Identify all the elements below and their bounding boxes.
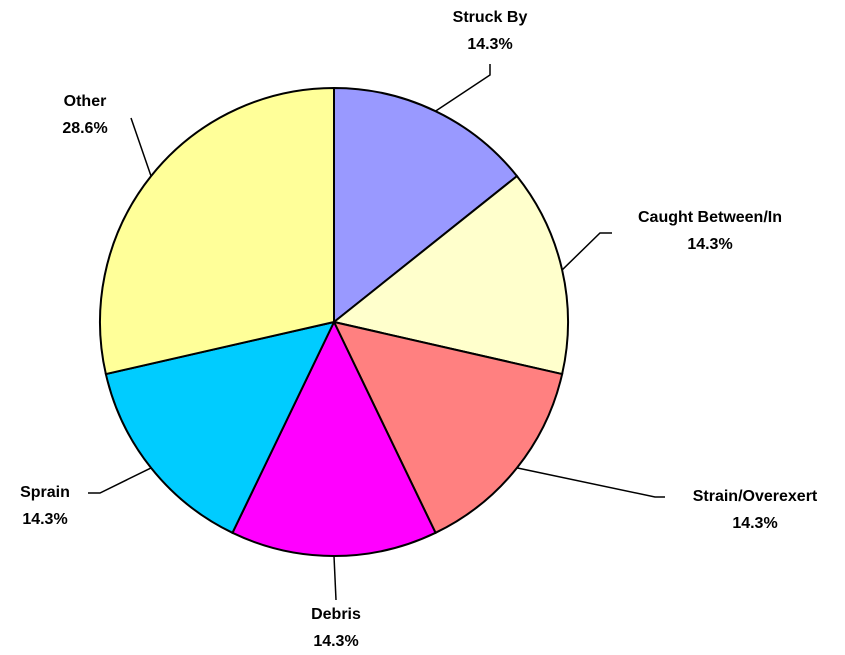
leader-line xyxy=(561,232,612,271)
pie-slice xyxy=(332,320,564,535)
slice-value-label: 14.3% xyxy=(732,515,777,532)
leader-line xyxy=(516,467,665,498)
pie-slice xyxy=(331,174,569,376)
leader-line xyxy=(88,467,152,494)
slice-label: Caught Between/In xyxy=(638,209,782,226)
leader-line xyxy=(435,64,491,112)
pie-slice xyxy=(104,320,336,535)
pie-slice xyxy=(231,319,437,557)
slice-label: Other xyxy=(64,93,107,110)
pie-slice xyxy=(99,86,335,376)
slice-label: Sprain xyxy=(20,484,70,501)
slice-value-label: 14.3% xyxy=(22,511,67,528)
leader-line xyxy=(333,555,337,601)
slice-value-label: 14.3% xyxy=(313,633,358,650)
leader-line xyxy=(130,117,152,177)
slice-value-label: 14.3% xyxy=(687,236,732,253)
slice-label: Debris xyxy=(311,606,361,623)
pie-slice xyxy=(333,86,519,325)
slice-label: Struck By xyxy=(453,9,528,26)
slice-value-label: 14.3% xyxy=(467,36,512,53)
slice-value-label: 28.6% xyxy=(62,120,107,137)
slice-label: Strain/Overexert xyxy=(693,488,818,505)
